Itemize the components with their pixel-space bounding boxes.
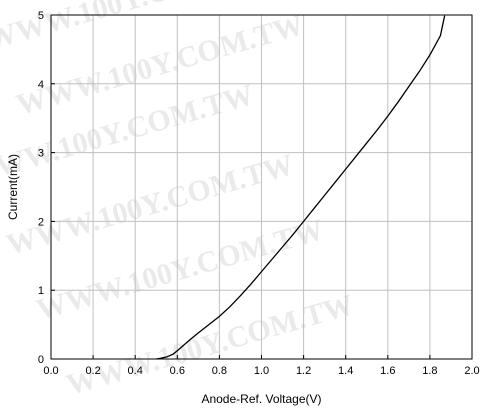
x-tick-label: 0.4 [128, 365, 143, 377]
x-tick-label: 1.6 [380, 365, 395, 377]
x-tick-label: 1.2 [296, 365, 311, 377]
y-tick-label: 4 [38, 79, 44, 91]
y-tick-label: 0 [38, 354, 44, 366]
x-tick-label: 0.0 [43, 365, 58, 377]
y-tick-label: 2 [38, 216, 44, 228]
x-tick-label: 0.2 [85, 365, 100, 377]
y-tick-label: 1 [38, 285, 44, 297]
y-tick-label: 3 [38, 148, 44, 160]
grid [51, 15, 472, 359]
y-axis-ticks: 0 1 2 3 4 5 [38, 10, 55, 366]
x-axis-label: Anode-Ref. Voltage(V) [201, 392, 321, 406]
x-tick-label: 2.0 [464, 365, 479, 377]
x-tick-label: 1.0 [254, 365, 269, 377]
series-line [156, 15, 446, 360]
x-tick-label: 0.8 [212, 365, 227, 377]
x-tick-label: 1.4 [338, 365, 353, 377]
x-axis-ticks: 0.0 0.2 0.4 0.6 0.8 1.0 1.2 1.4 1.6 1.8 2.0 [43, 355, 480, 377]
x-tick-label: 0.6 [170, 365, 185, 377]
y-axis-label: Current(mA) [6, 154, 20, 220]
y-tick-label: 5 [38, 10, 44, 22]
x-tick-label: 1.8 [422, 365, 437, 377]
